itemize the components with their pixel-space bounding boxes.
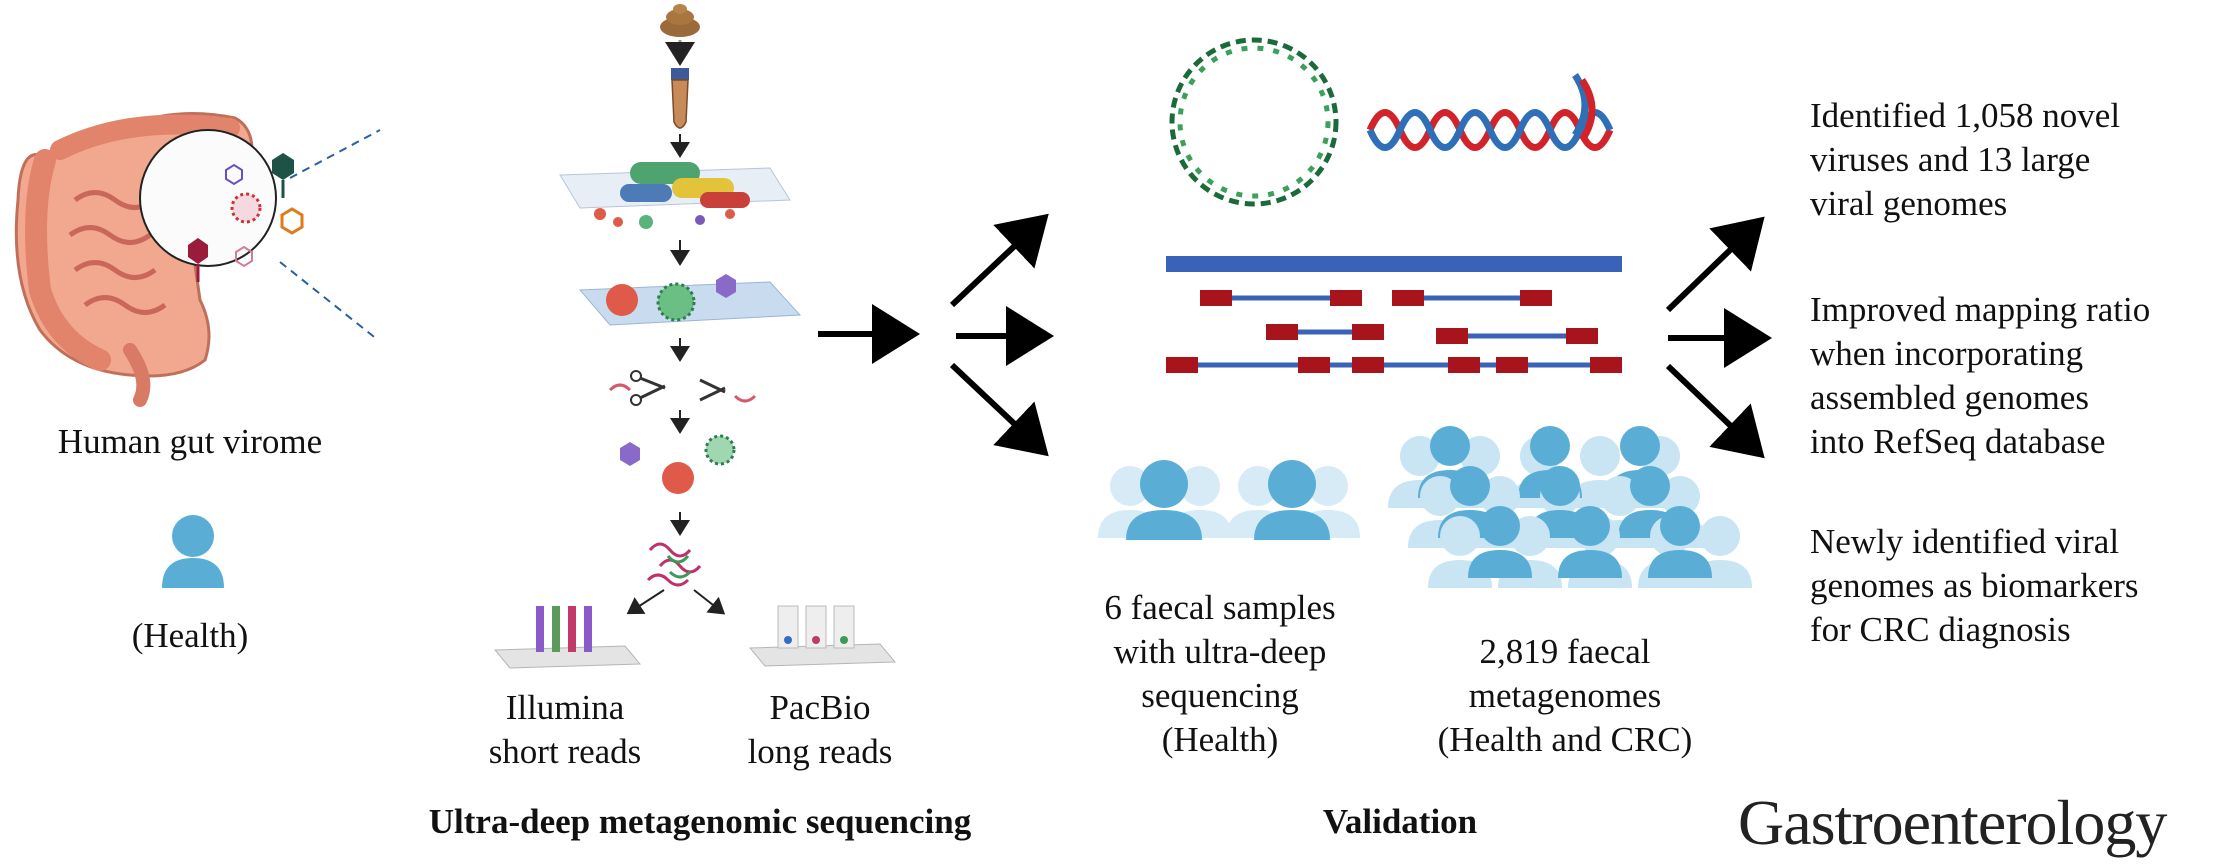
illumina-line-1: Illumina (505, 688, 625, 727)
flow-cell-icon-illumina (493, 606, 642, 669)
samples-line-1: 6 faecal samples (1104, 588, 1336, 627)
crowd-person-head (1570, 506, 1610, 546)
stool-icon (660, 4, 700, 37)
result-2-line-4: into RefSeq database (1810, 422, 2106, 461)
crowd-person-head (1530, 426, 1570, 466)
pacbio-line-2: long reads (747, 732, 893, 771)
samples-line-2: with ultra-deep (1113, 632, 1327, 671)
journal-logo: Gastroenterology (1738, 787, 2167, 858)
crowd-person-head (1620, 426, 1660, 466)
sample-tube-icon (671, 68, 689, 129)
crowd-person-head (1440, 516, 1480, 556)
illumina-line-2: short reads (488, 732, 642, 771)
person-icon (162, 515, 224, 588)
result-1-line-3: viral genomes (1810, 184, 2008, 223)
virus-icon (139, 129, 304, 282)
crowd-person-head (1540, 466, 1580, 506)
crowd-icon-large (1388, 426, 1752, 588)
flow-cell-icon-pacbio (748, 605, 897, 667)
flow-arrows-center (818, 213, 1054, 457)
validation-caption: Validation (1322, 802, 1478, 841)
samples-line-3: sequencing (1141, 676, 1299, 715)
crowd-person-head (1480, 506, 1520, 546)
bacteria-icon (559, 162, 791, 229)
linear-genome-icon (1366, 73, 1614, 151)
health-label: (Health) (131, 616, 249, 655)
lysed-virus-icon (620, 434, 736, 494)
crowd-person-body (1468, 550, 1532, 578)
reads-mapping-icon (1166, 256, 1622, 373)
result-1-line-1: Identified 1,058 novel (1810, 96, 2121, 135)
result-3-line-2: genomes as biomarkers (1810, 566, 2139, 605)
faecal-samples-label: 6 faecal samples with ultra-deep sequenc… (1070, 586, 1370, 762)
crowd-person-head (1580, 436, 1620, 476)
pacbio-line-1: PacBio (769, 688, 871, 727)
illumina-label: Illumina short reads (470, 686, 660, 774)
pacbio-label: PacBio long reads (720, 686, 920, 774)
metagenomes-line-2: metagenomes (1468, 676, 1662, 715)
crowd-person-head (1630, 466, 1670, 506)
crowd-icon-small (1098, 460, 1360, 540)
result-3-line-3: for CRC diagnosis (1810, 610, 2071, 649)
crowd-person-head (1430, 426, 1470, 466)
metagenomes-line-1: 2,819 faecal (1479, 632, 1651, 671)
circular-genome-icon (1169, 37, 1339, 207)
dna-fragment-icon (646, 542, 702, 587)
scissors-icon (608, 370, 757, 406)
crowd-person-body (1558, 550, 1622, 578)
zoom-line-top (289, 129, 381, 179)
faecal-metagenomes-label: 2,819 faecal metagenomes (Health and CRC… (1405, 630, 1725, 762)
result-3: Newly identified viral genomes as biomar… (1810, 520, 2200, 652)
sequencing-caption: Ultra-deep metagenomic sequencing (428, 802, 972, 841)
crowd-person-head (1660, 506, 1700, 546)
result-2: Improved mapping ratio when incorporatin… (1810, 288, 2200, 464)
result-2-line-1: Improved mapping ratio (1810, 290, 2151, 329)
flow-arrows-right (1665, 216, 1772, 459)
crowd-person-body (1648, 550, 1712, 578)
samples-line-4: (Health) (1161, 720, 1279, 759)
crowd-person-head (1450, 466, 1490, 506)
result-2-line-2: when incorporating (1810, 334, 2084, 373)
result-1: Identified 1,058 novel viruses and 13 la… (1810, 94, 2190, 226)
virus-layer-icon (578, 274, 802, 326)
zoom-line-bottom (279, 261, 379, 341)
result-1-line-2: viruses and 13 large (1810, 140, 2091, 179)
result-2-line-3: assembled genomes (1810, 378, 2089, 417)
metagenomes-line-3: (Health and CRC) (1437, 720, 1693, 759)
human-gut-virome-label: Human gut virome (57, 422, 323, 461)
result-3-line-1: Newly identified viral (1810, 522, 2120, 561)
crowd-person-head (1700, 516, 1740, 556)
